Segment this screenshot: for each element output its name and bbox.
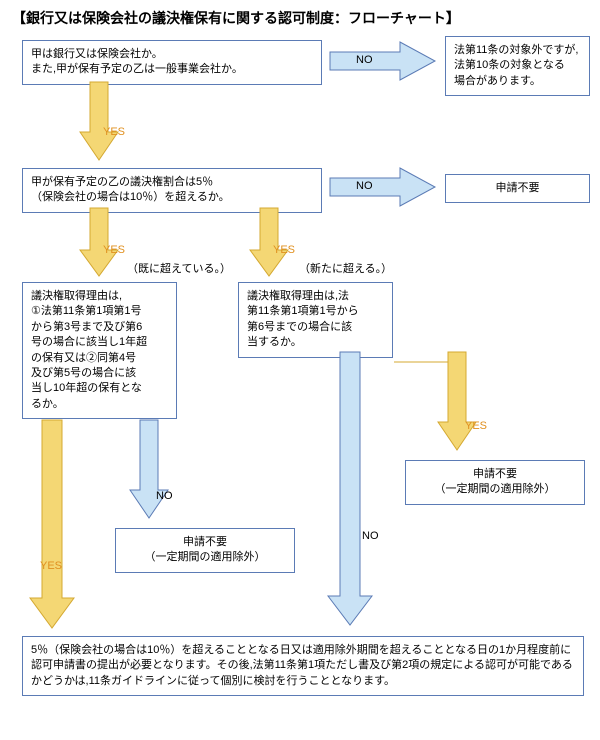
arrow-q3b-yes bbox=[438, 352, 476, 452]
label-q3a-yes: YES bbox=[40, 560, 62, 572]
arrow-q2-yes-a bbox=[80, 208, 118, 278]
question-2: 甲が保有予定の乙の議決権割合は5％ （保険会社の場合は10％）を超えるか。 bbox=[22, 168, 322, 213]
arrow-q1-no bbox=[330, 42, 440, 80]
arrow-q2-no bbox=[330, 168, 440, 206]
result-3a: 申請不要 （一定期間の適用除外） bbox=[115, 528, 295, 573]
arrow-q3a-yes bbox=[30, 420, 74, 630]
label-q2-no: NO bbox=[356, 180, 373, 192]
arrow-q1-yes bbox=[80, 82, 118, 162]
label-q1-yes: YES bbox=[103, 126, 125, 138]
arrow-q3b-no bbox=[328, 352, 372, 627]
label-q2-yes-b: YES bbox=[273, 244, 295, 256]
arrow-q3a-no bbox=[130, 420, 168, 520]
label-q3b-no: NO bbox=[362, 530, 379, 542]
label-q1-no: NO bbox=[356, 54, 373, 66]
question-3a: 議決権取得理由は, ①法第11条第1項第1号 から第3号まで及び第6 号の場合に… bbox=[22, 282, 177, 419]
question-1: 甲は銀行又は保険会社か。 また,甲が保有予定の乙は一般事業会社か。 bbox=[22, 40, 322, 85]
chart-title: 【銀行又は保険会社の議決権保有に関する認可制度：フローチャート】 bbox=[12, 8, 460, 28]
result-3b: 申請不要 （一定期間の適用除外） bbox=[405, 460, 585, 505]
arrow-q2-yes-b bbox=[250, 208, 288, 278]
label-q2-yes-a: YES bbox=[103, 244, 125, 256]
final-result: 5％（保険会社の場合は10％）を超えることとなる日又は適用除外期間を超えることと… bbox=[22, 636, 584, 696]
result-1: 法第11条の対象外ですが, 法第10条の対象となる 場合があります。 bbox=[445, 36, 590, 96]
result-2: 申請不要 bbox=[445, 174, 590, 203]
question-3b: 議決権取得理由は,法 第11条第1項第1号から 第6号までの場合に該 当するか。 bbox=[238, 282, 393, 358]
label-q3a-no: NO bbox=[156, 490, 173, 502]
label-q2-yes-a-note: （既に超えている。） bbox=[127, 260, 231, 276]
label-q2-yes-b-note: （新たに超える。） bbox=[299, 260, 392, 276]
label-q3b-yes: YES bbox=[465, 420, 487, 432]
